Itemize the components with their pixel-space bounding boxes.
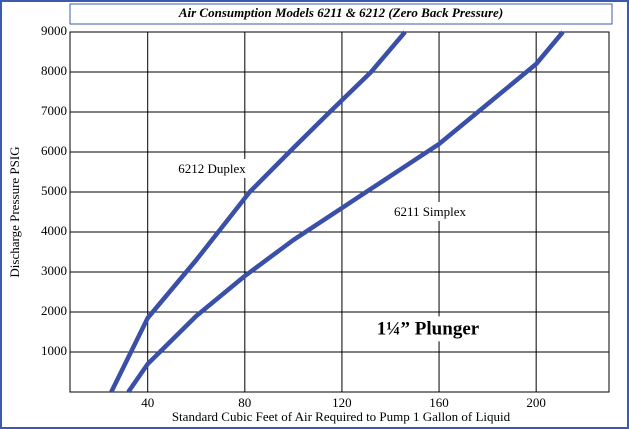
annotation-bg	[372, 316, 484, 342]
x-tick-label: 40	[141, 395, 154, 410]
y-tick-label: 5000	[41, 183, 67, 198]
x-tick-label: 120	[332, 395, 352, 410]
y-tick-label: 7000	[41, 103, 67, 118]
annotation: 6211 Simplex	[394, 204, 467, 219]
y-tick-label: 2000	[41, 303, 67, 318]
x-tick-label: 160	[429, 395, 449, 410]
y-axis-label: Discharge Pressure PSIG	[7, 146, 22, 277]
y-tick-label: 4000	[41, 223, 67, 238]
x-axis-label: Standard Cubic Feet of Air Required to P…	[172, 409, 511, 424]
x-tick-label: 80	[238, 395, 251, 410]
y-tick-label: 6000	[41, 143, 67, 158]
series-line	[126, 30, 565, 394]
y-tick-label: 8000	[41, 63, 67, 78]
series-line	[109, 30, 407, 393]
title-box	[69, 3, 613, 25]
y-tick-label: 1000	[41, 343, 67, 358]
annotation: 1¼” Plunger	[377, 318, 480, 339]
y-tick-label: 3000	[41, 263, 67, 278]
annotation-bg	[174, 158, 251, 178]
annotation: 6212 Duplex	[178, 161, 246, 176]
y-tick-label: 9000	[41, 23, 67, 38]
chart-title: Air Consumption Models 6211 & 6212 (Zero…	[178, 5, 503, 20]
annotation-bg	[389, 201, 471, 221]
x-tick-label: 200	[526, 395, 546, 410]
